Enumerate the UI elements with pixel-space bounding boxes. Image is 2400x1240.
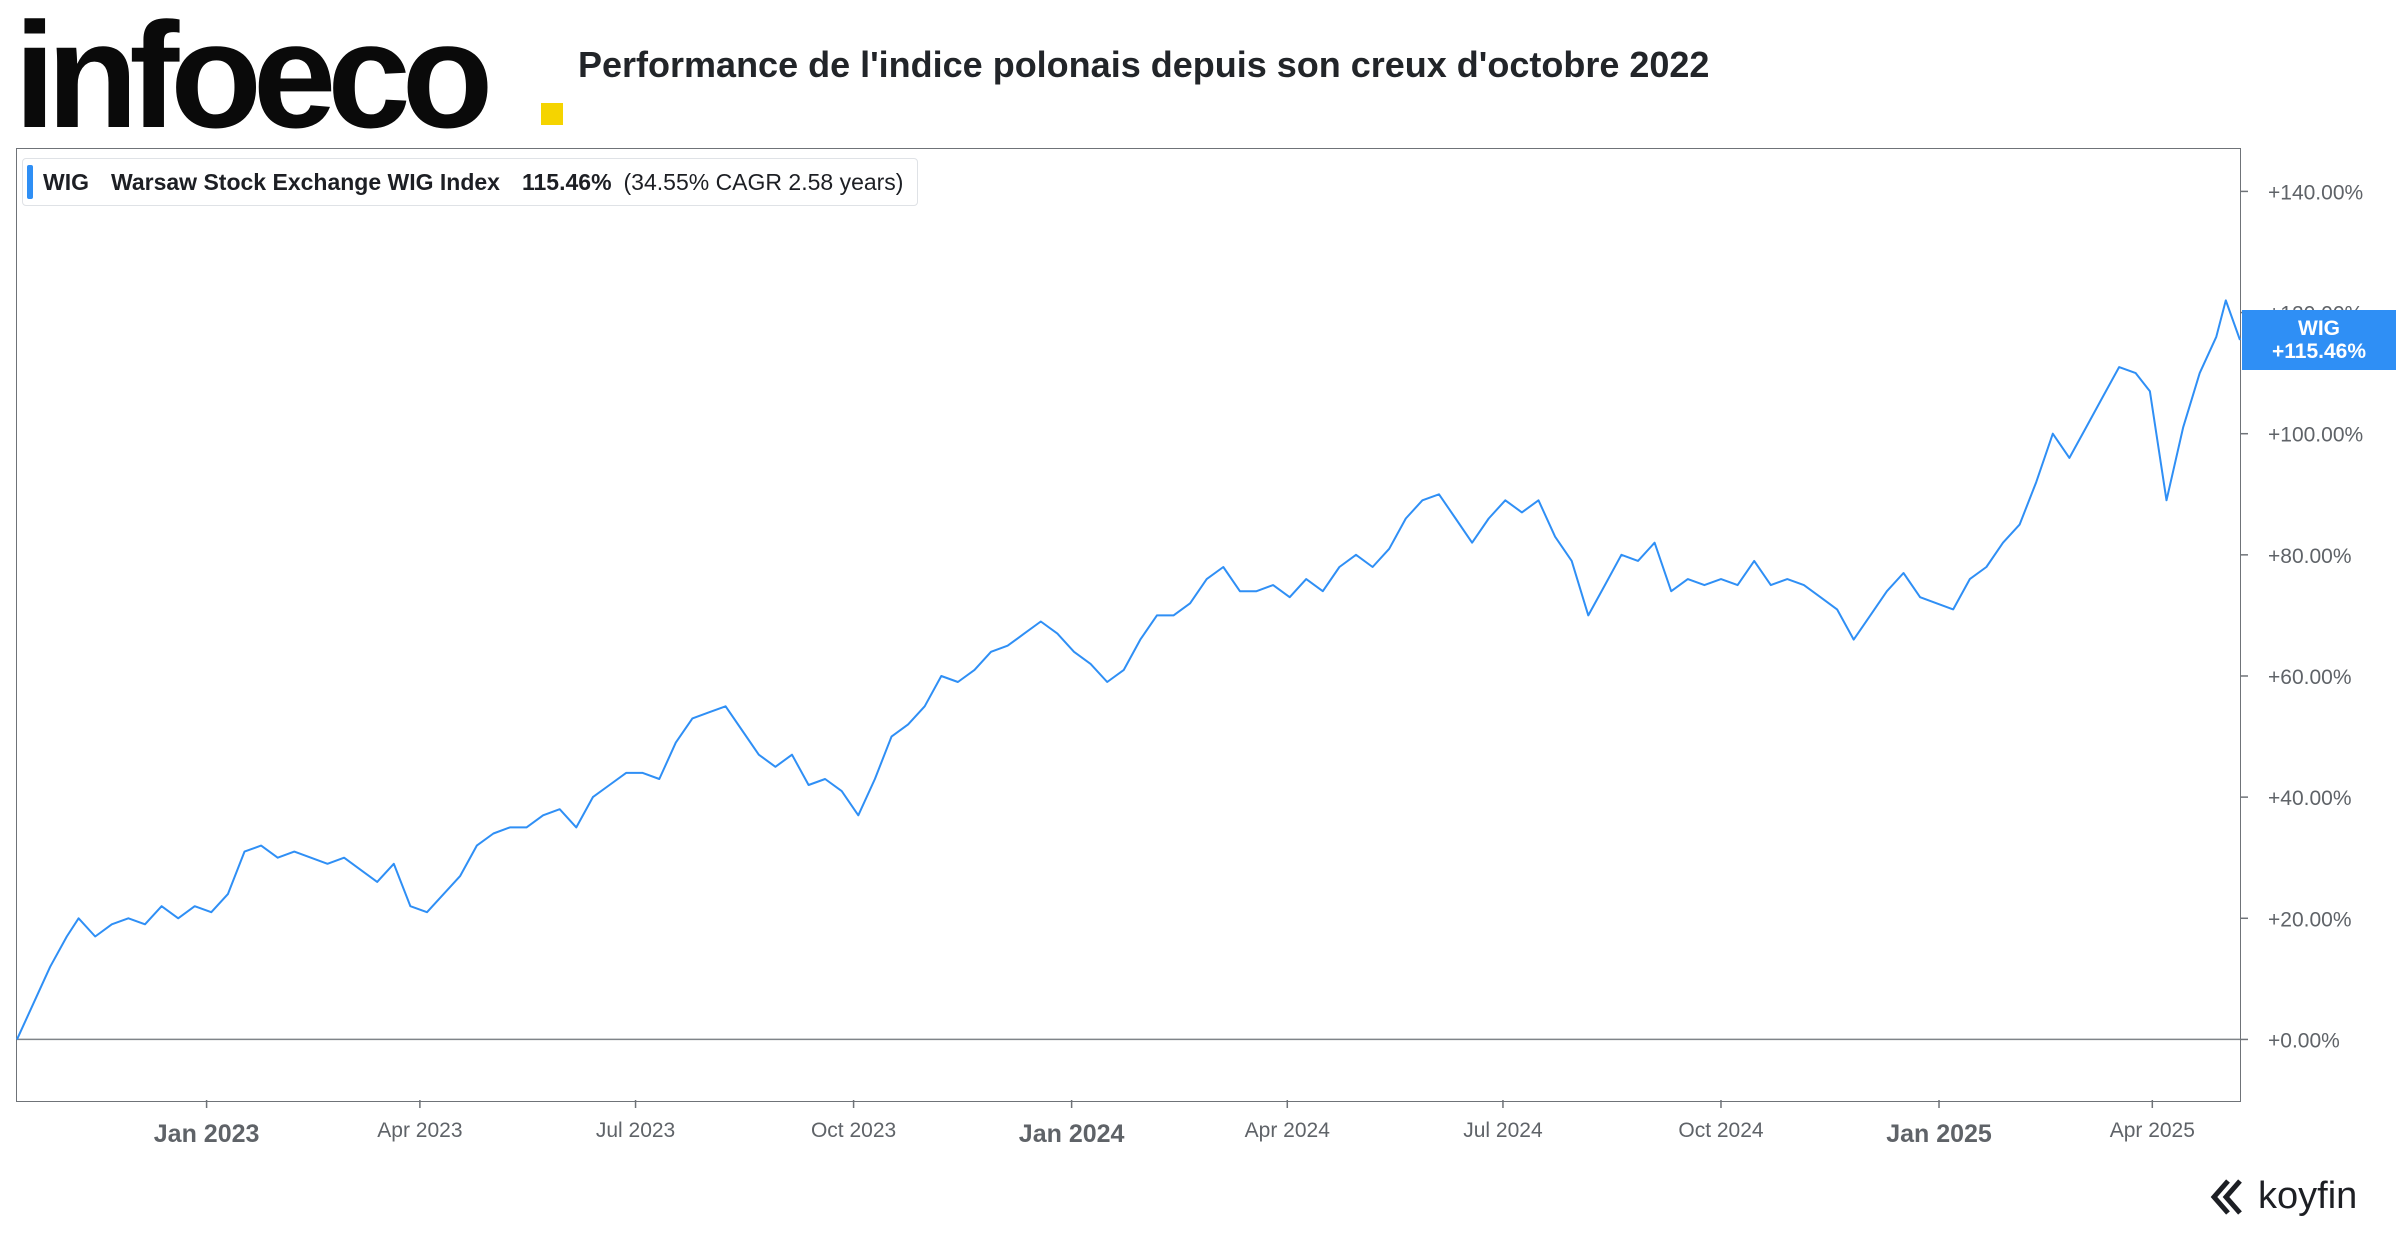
y-tick-label: +140.00% (2268, 181, 2363, 204)
infoeco-logo: infoeco (14, 0, 493, 159)
legend-symbol: WIG (43, 168, 89, 195)
y-tick-label: +20.00% (2268, 908, 2352, 931)
source-label: koyfin (2258, 1175, 2358, 1217)
logo-accent-dot (541, 103, 563, 125)
x-tick-label: Oct 2023 (811, 1119, 896, 1142)
last-value-badge: WIG +115.46% (2242, 310, 2396, 371)
chart-title: Performance de l'indice polonais depuis … (578, 44, 1710, 85)
x-tick-label: Jul 2024 (1463, 1119, 1543, 1142)
y-tick-label: +0.00% (2268, 1029, 2340, 1052)
koyfin-logo-icon (2210, 1178, 2242, 1215)
x-axis: Jan 2023 Apr 2023 Jul 2023 Oct 2023 Jan 2024… (154, 1100, 2195, 1148)
legend-name: Warsaw Stock Exchange WIG Index (111, 168, 500, 195)
y-tick-label: +80.00% (2268, 545, 2352, 568)
x-tick-label: Apr 2024 (1245, 1119, 1331, 1142)
y-tick-label: +40.00% (2268, 787, 2352, 810)
x-tick-label: Oct 2024 (1678, 1119, 1764, 1142)
x-tick-label: Jul 2023 (596, 1119, 675, 1142)
x-tick-label: Apr 2023 (377, 1119, 462, 1142)
y-tick-label: +60.00% (2268, 666, 2352, 689)
legend-value: 115.46% (521, 168, 612, 195)
legend: WIG Warsaw Stock Exchange WIG Index 115.… (22, 158, 919, 206)
x-tick-label: Jan 2023 (154, 1120, 260, 1148)
x-tick-label: Jan 2025 (1886, 1120, 1992, 1148)
x-tick-label: Jan 2024 (1019, 1120, 1125, 1148)
series-line-wig (16, 299, 2241, 1040)
legend-cagr: (34.55% CAGR 2.58 years) (623, 168, 904, 195)
y-tick-label: +100.00% (2268, 424, 2363, 447)
badge-symbol: WIG (2298, 317, 2340, 341)
koyfin-logo: koyfin (2210, 1175, 2357, 1218)
badge-value: +115.46% (2271, 340, 2366, 364)
legend-color-swatch (27, 165, 33, 199)
x-tick-label: Apr 2025 (2110, 1119, 2195, 1142)
plot-area (16, 148, 2241, 1102)
